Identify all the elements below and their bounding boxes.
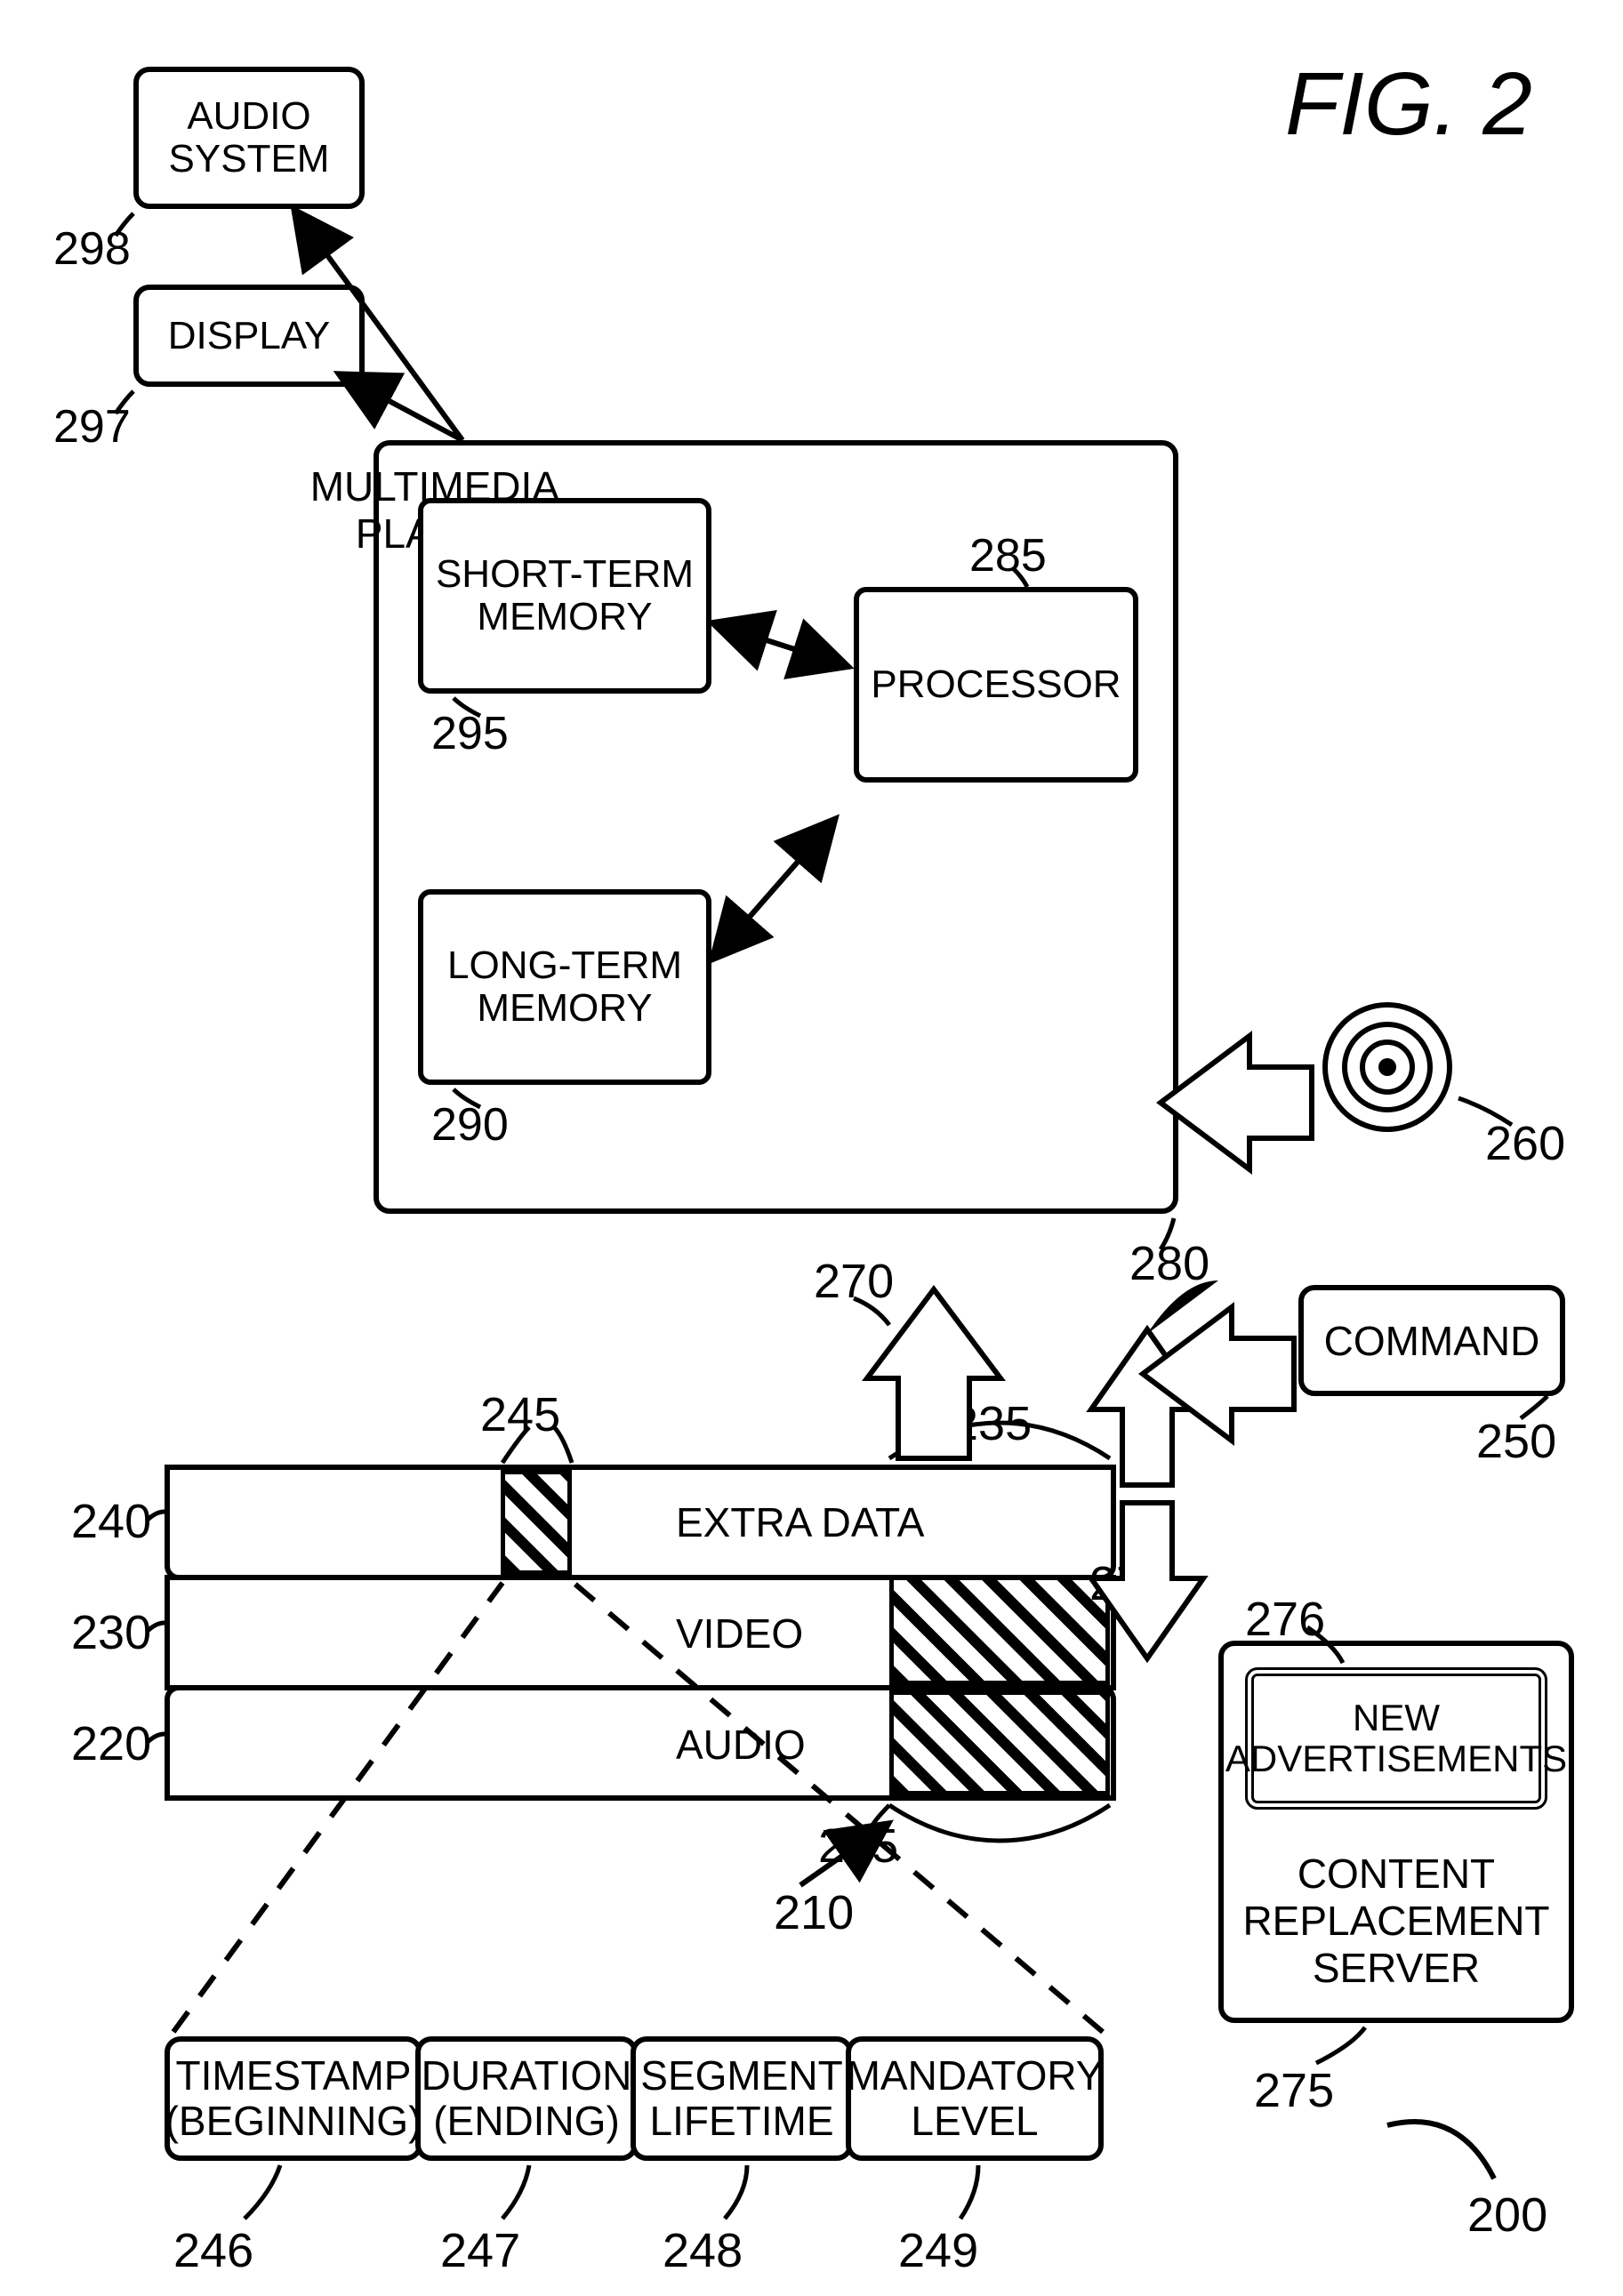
ref-250: 250 <box>1476 1414 1556 1469</box>
audio-segment <box>889 1690 1110 1795</box>
figure-caption: FIG. 2 <box>1285 53 1532 156</box>
cell-lifetime: SEGMENT LIFETIME <box>631 2036 853 2161</box>
processor-box: PROCESSOR <box>854 587 1138 783</box>
extra-label: EXTRA DATA <box>676 1498 924 1546</box>
cell-level: MANDATORY LEVEL <box>846 2036 1104 2161</box>
audio-sys-box: AUDIO SYSTEM <box>133 67 365 209</box>
video-label: VIDEO <box>676 1610 803 1658</box>
ref-285: 285 <box>969 529 1047 582</box>
ref-248: 248 <box>663 2223 743 2278</box>
timestamp-label: TIMESTAMP (BEGINNING) <box>165 2053 422 2143</box>
cell-duration: DURATION (ENDING) <box>415 2036 638 2161</box>
ref-276: 276 <box>1245 1592 1325 1647</box>
command-box: COMMAND <box>1298 1285 1565 1396</box>
ref-200: 200 <box>1467 2188 1547 2243</box>
display-label: DISPLAY <box>168 314 331 358</box>
ads-label: NEW ADVERTISEMENTS <box>1225 1698 1567 1779</box>
ref-220: 220 <box>71 1716 151 1771</box>
ref-298: 298 <box>53 222 131 276</box>
lifetime-label: SEGMENT LIFETIME <box>640 2053 842 2143</box>
ref-297: 297 <box>53 400 131 454</box>
ref-225: 225 <box>818 1818 898 1874</box>
audio-sys-label: AUDIO SYSTEM <box>169 95 330 181</box>
cell-timestamp: TIMESTAMP (BEGINNING) <box>165 2036 422 2161</box>
ref-260: 260 <box>1485 1116 1565 1171</box>
processor-label: PROCESSOR <box>871 662 1121 707</box>
ads-box: NEW ADVERTISEMENTS <box>1245 1667 1547 1810</box>
ref-290: 290 <box>431 1098 509 1152</box>
ref-295: 295 <box>431 707 509 760</box>
lt-mem-label: LONG-TERM MEMORY <box>447 944 682 1031</box>
ref-277: 277 <box>1089 1556 1169 1611</box>
ref-246: 246 <box>173 2223 253 2278</box>
ref-235: 235 <box>952 1396 1032 1451</box>
server-label: CONTENT REPLACEMENT SERVER <box>1242 1850 1549 1992</box>
duration-label: DURATION (ENDING) <box>422 2053 632 2143</box>
command-label: COMMAND <box>1324 1317 1540 1365</box>
ref-270: 270 <box>814 1254 894 1309</box>
ref-280: 280 <box>1129 1236 1209 1291</box>
lt-mem-box: LONG-TERM MEMORY <box>418 889 711 1085</box>
audio-label: AUDIO <box>676 1721 806 1769</box>
st-mem-label: SHORT-TERM MEMORY <box>436 553 694 639</box>
display-box: DISPLAY <box>133 285 365 387</box>
level-label: MANDATORY LEVEL <box>847 2053 1104 2143</box>
video-segment <box>889 1580 1110 1685</box>
ref-247: 247 <box>440 2223 520 2278</box>
ref-210: 210 <box>774 1885 854 1940</box>
ref-275: 275 <box>1254 2063 1334 2118</box>
diagram-canvas: TIMESTAMP (BEGINNING) DURATION (ENDING) … <box>0 0 1623 2296</box>
ref-245: 245 <box>480 1387 560 1442</box>
track-extra <box>165 1465 1116 1580</box>
ref-249: 249 <box>898 2223 978 2278</box>
st-mem-box: SHORT-TERM MEMORY <box>418 498 711 694</box>
ref-240: 240 <box>71 1494 151 1549</box>
extra-segment <box>501 1470 572 1575</box>
fig-label: FIG. 2 <box>1285 54 1532 154</box>
ref-230: 230 <box>71 1605 151 1660</box>
